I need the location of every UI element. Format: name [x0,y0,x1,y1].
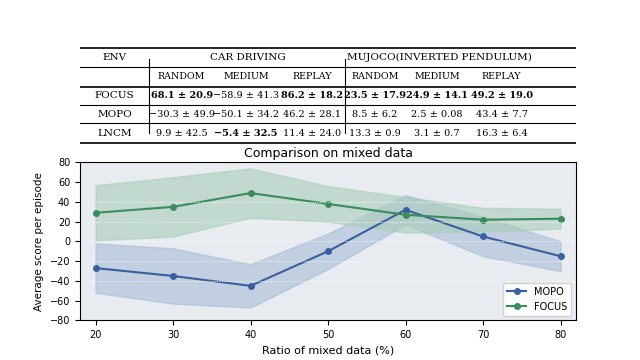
Y-axis label: Average score per episode: Average score per episode [34,172,44,311]
FOCUS [557,217,564,221]
Text: −50.1 ± 34.2: −50.1 ± 34.2 [213,110,279,119]
Text: 49.2 ± 19.0: 49.2 ± 19.0 [470,91,532,100]
Text: 24.9 ± 14.1: 24.9 ± 14.1 [406,91,468,100]
MOPO [402,208,410,212]
Text: RANDOM: RANDOM [158,72,205,81]
FOCUS [479,217,487,222]
MOPO [557,254,564,258]
MOPO [169,274,177,278]
Text: 11.4 ± 24.0: 11.4 ± 24.0 [283,129,341,138]
Text: 3.1 ± 0.7: 3.1 ± 0.7 [414,129,460,138]
Text: 46.2 ± 28.1: 46.2 ± 28.1 [283,110,341,119]
Text: 2.5 ± 0.08: 2.5 ± 0.08 [412,110,463,119]
Legend: MOPO, FOCUS: MOPO, FOCUS [503,283,571,315]
Title: Comparison on mixed data: Comparison on mixed data [243,147,413,160]
Text: 9.9 ± 42.5: 9.9 ± 42.5 [156,129,207,138]
FOCUS [92,211,99,215]
Text: MEDIUM: MEDIUM [223,72,269,81]
Text: MOPO: MOPO [97,110,132,119]
Text: FOCUS: FOCUS [95,91,134,100]
MOPO [92,266,99,270]
Text: MEDIUM: MEDIUM [414,72,460,81]
FOCUS [169,205,177,209]
Text: REPLAY: REPLAY [292,72,332,81]
FOCUS [246,191,254,195]
Text: −30.3 ± 49.9: −30.3 ± 49.9 [148,110,214,119]
Text: REPLAY: REPLAY [482,72,522,81]
Text: 13.3 ± 0.9: 13.3 ± 0.9 [349,129,401,138]
Text: −5.4 ± 32.5: −5.4 ± 32.5 [214,129,278,138]
FOCUS [324,202,332,206]
Text: RANDOM: RANDOM [351,72,399,81]
Text: 23.5 ± 17.9: 23.5 ± 17.9 [344,91,406,100]
FOCUS [402,213,410,217]
Text: 68.1 ± 20.9: 68.1 ± 20.9 [150,91,212,100]
Text: 86.2 ± 18.2: 86.2 ± 18.2 [281,91,343,100]
Text: 8.5 ± 6.2: 8.5 ± 6.2 [353,110,398,119]
Text: CAR DRIVING: CAR DRIVING [209,53,285,62]
Line: FOCUS: FOCUS [93,190,563,222]
MOPO [246,284,254,288]
Line: MOPO: MOPO [93,207,563,289]
Text: 16.3 ± 6.4: 16.3 ± 6.4 [476,129,527,138]
Text: MUJOCO(INVERTED PENDULUM): MUJOCO(INVERTED PENDULUM) [347,53,532,62]
MOPO [324,249,332,253]
MOPO [479,234,487,239]
Text: LNCM: LNCM [97,129,132,138]
Text: ENV: ENV [102,53,127,62]
X-axis label: Ratio of mixed data (%): Ratio of mixed data (%) [262,346,394,356]
Text: 43.4 ± 7.7: 43.4 ± 7.7 [476,110,527,119]
Text: −58.9 ± 41.3: −58.9 ± 41.3 [213,91,279,100]
